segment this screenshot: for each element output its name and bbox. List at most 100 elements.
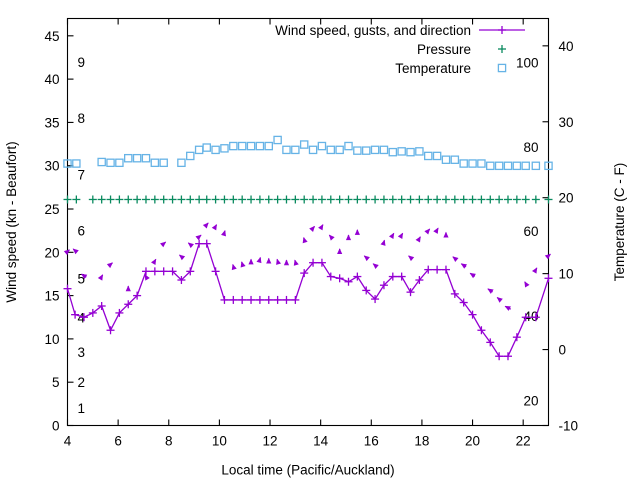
gust-arrow bbox=[283, 259, 290, 266]
data-point-marker bbox=[468, 159, 477, 168]
fahrenheit-label: 20 bbox=[523, 393, 538, 408]
chart-legend: Wind speed, gusts, and direction Pressure… bbox=[275, 23, 525, 76]
data-point-marker bbox=[406, 147, 415, 157]
data-point-marker bbox=[512, 161, 522, 171]
data-point-marker bbox=[186, 151, 195, 161]
gust-arrow bbox=[524, 281, 530, 288]
data-point-marker bbox=[397, 147, 406, 156]
data-point-marker bbox=[415, 147, 424, 156]
x-tick-label: 20 bbox=[465, 434, 480, 449]
beaufort-label: 9 bbox=[78, 55, 86, 70]
data-point-marker bbox=[106, 158, 115, 168]
gust-arrow bbox=[408, 255, 415, 262]
gust-arrow bbox=[81, 273, 88, 280]
data-point-marker bbox=[229, 141, 238, 151]
data-point-marker bbox=[423, 151, 433, 161]
legend-entry: Temperature bbox=[395, 61, 507, 76]
series-wind bbox=[63, 239, 553, 361]
gust-arrow bbox=[248, 258, 254, 265]
gust-arrow bbox=[221, 230, 227, 237]
gust-arrow bbox=[144, 274, 150, 281]
data-point-marker bbox=[432, 151, 442, 161]
gust-arrow bbox=[266, 257, 272, 264]
data-point-marker bbox=[63, 159, 72, 168]
gust-arrow bbox=[504, 305, 512, 311]
data-point-marker bbox=[220, 144, 229, 153]
data-point-marker bbox=[521, 161, 530, 171]
plot-frame bbox=[66, 17, 550, 427]
gust-arrow bbox=[345, 234, 352, 241]
gust-arrow bbox=[443, 231, 449, 238]
gust-arrow bbox=[160, 241, 167, 248]
data-point-marker bbox=[97, 157, 106, 167]
x-tick-label: 22 bbox=[516, 434, 531, 449]
gust-arrow bbox=[151, 258, 157, 266]
fahrenheit-label: 60 bbox=[523, 224, 538, 239]
beaufort-label: 8 bbox=[78, 111, 86, 126]
y-tick-label: 15 bbox=[44, 289, 59, 304]
beaufort-label: 3 bbox=[78, 345, 86, 360]
y-tick-label: 35 bbox=[44, 115, 59, 130]
y2-axis-ticks: -10 0 10 20 30 40 bbox=[542, 39, 578, 434]
gust-arrow bbox=[240, 261, 246, 268]
gust-arrows-group bbox=[63, 222, 551, 311]
y-tick-label: 5 bbox=[52, 375, 60, 390]
data-point-marker bbox=[353, 146, 362, 155]
data-point-marker bbox=[282, 145, 291, 155]
gust-arrow bbox=[337, 248, 343, 254]
data-point-marker bbox=[531, 161, 541, 171]
gust-arrow bbox=[195, 234, 202, 241]
series-pressure bbox=[63, 195, 553, 204]
gust-arrow bbox=[372, 263, 379, 269]
gust-arrow bbox=[231, 263, 237, 271]
y-tick-label: 45 bbox=[44, 29, 59, 44]
gust-arrow bbox=[469, 272, 476, 279]
x-tick-label: 14 bbox=[313, 434, 329, 449]
y-tick-label: 10 bbox=[44, 332, 59, 347]
data-point-marker bbox=[132, 153, 142, 163]
x-tick-label: 18 bbox=[414, 434, 429, 449]
y-axis-title: Wind speed (kn - Beaufort) bbox=[4, 141, 19, 302]
data-point-marker bbox=[211, 145, 220, 155]
gust-arrow bbox=[380, 239, 386, 246]
x-tick-label: 4 bbox=[64, 434, 72, 449]
y2-tick-label: 30 bbox=[559, 115, 574, 130]
data-point-marker bbox=[326, 145, 336, 155]
beaufort-label: 5 bbox=[78, 271, 86, 286]
data-point-marker bbox=[388, 147, 398, 157]
y-tick-label: 40 bbox=[44, 72, 59, 87]
data-point-marker bbox=[72, 159, 81, 168]
data-point-marker bbox=[450, 155, 460, 164]
data-point-marker bbox=[264, 141, 274, 151]
y2-tick-label: 40 bbox=[559, 39, 574, 54]
data-series-group bbox=[63, 135, 553, 361]
gust-arrow bbox=[63, 249, 70, 256]
data-point-marker bbox=[441, 155, 451, 164]
legend-entry: Pressure bbox=[417, 42, 506, 57]
data-point-marker bbox=[477, 159, 486, 168]
data-point-marker bbox=[159, 158, 168, 168]
beaufort-label: 7 bbox=[78, 167, 86, 182]
gust-arrow bbox=[460, 263, 468, 269]
gust-arrow bbox=[433, 227, 439, 234]
data-point-marker bbox=[379, 145, 389, 155]
gust-arrow bbox=[125, 285, 131, 292]
gust-arrow bbox=[354, 229, 360, 235]
gust-arrow bbox=[496, 297, 503, 303]
gust-arrow bbox=[397, 232, 404, 240]
fahrenheit-label: 80 bbox=[523, 140, 538, 155]
x-tick-label: 16 bbox=[364, 434, 379, 449]
y2-tick-label: 0 bbox=[559, 343, 567, 358]
series-temperature bbox=[63, 135, 553, 171]
data-point-marker bbox=[308, 145, 318, 155]
legend-label: Wind speed, gusts, and direction bbox=[275, 23, 471, 38]
x-tick-label: 10 bbox=[212, 434, 227, 449]
gust-arrow bbox=[302, 236, 308, 244]
gust-arrow bbox=[293, 259, 299, 266]
data-point-marker bbox=[246, 141, 256, 151]
gust-arrow bbox=[256, 256, 262, 264]
y-tick-label: 30 bbox=[44, 159, 59, 174]
gust-arrow bbox=[388, 232, 395, 240]
